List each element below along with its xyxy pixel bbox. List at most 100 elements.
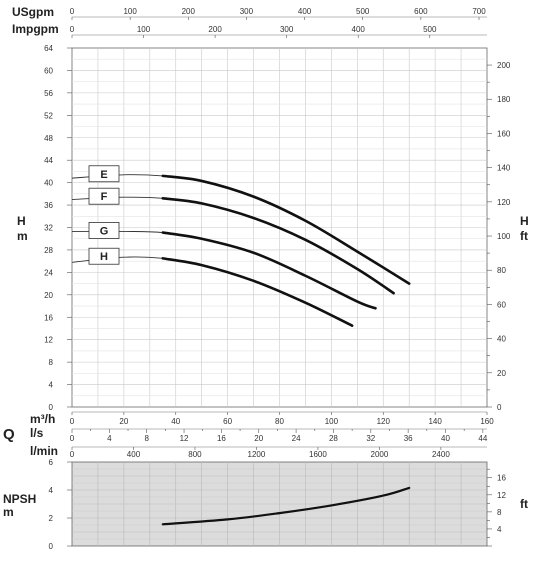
head-grid: [72, 48, 487, 407]
m3h-tick-label: 160: [480, 417, 494, 426]
lmin-tick-label: 0: [70, 450, 75, 459]
curve-e-label: E: [100, 169, 107, 181]
npsh-m-tick-label: 2: [49, 514, 54, 523]
ls-tick-label: 8: [144, 434, 149, 443]
npsh-curve: [161, 486, 411, 526]
impgpm-tick-label: 300: [280, 25, 294, 34]
head-m-tick-label: 28: [44, 246, 53, 255]
head-ft-tick-label: 180: [497, 95, 511, 104]
head-axis-label: H: [17, 214, 26, 228]
curve-f-label-box: [88, 187, 120, 205]
head-m-tick-label: 52: [44, 111, 53, 120]
npsh-ft-unit: ft: [520, 497, 528, 511]
impgpm-tick-label: 200: [208, 25, 222, 34]
lmin-axis-label: l/min: [30, 444, 59, 458]
head-m-tick-label: 60: [44, 66, 53, 75]
head-ft-tick-label: 60: [497, 300, 506, 309]
lmin-tick-label: 1600: [309, 450, 327, 459]
ls-axis-label: l/s: [30, 426, 44, 440]
lmin-tick-label: 1200: [248, 450, 266, 459]
m3h-axis-label: m³/h: [30, 412, 56, 426]
ls-tick-label: 20: [254, 434, 263, 443]
npsh-ft-tick-label: 4: [497, 525, 502, 534]
head-m-tick-label: 64: [44, 44, 53, 53]
ls-tick-label: 40: [441, 434, 450, 443]
ls-tick-label: 16: [217, 434, 226, 443]
npsh-ft-tick-label: 12: [497, 491, 506, 500]
head-ft-tick-label: 200: [497, 61, 511, 70]
ls-tick-label: 44: [478, 434, 487, 443]
curve-h-label: H: [100, 251, 108, 263]
head-ft-axis-label: H: [520, 214, 529, 228]
head-ft-tick-label: 140: [497, 164, 511, 173]
head-ft-tick-label: 20: [497, 369, 506, 378]
curve-h-operating-range: [161, 257, 354, 327]
ls-tick-label: 12: [180, 434, 189, 443]
lmin-tick-label: 400: [127, 450, 141, 459]
curve-g-label: G: [100, 225, 109, 237]
curve-f-operating-range: [161, 197, 395, 295]
usgpm-tick-label: 100: [123, 7, 137, 16]
head-m-tick-label: 8: [49, 358, 54, 367]
impgpm-axis-label: Impgpm: [12, 22, 59, 36]
m3h-tick-label: 20: [119, 417, 128, 426]
head-m-tick-label: 4: [49, 381, 54, 390]
impgpm-tick-label: 100: [137, 25, 151, 34]
head-m-tick-label: 40: [44, 179, 53, 188]
head-ft-tick-label: 0: [497, 403, 502, 412]
m3h-tick-label: 100: [325, 417, 339, 426]
head-ft-axis: 0 20 40 60 80 100 120 140 160 180 200: [487, 61, 511, 412]
head-ft-tick-label: 100: [497, 232, 511, 241]
usgpm-tick-label: 500: [356, 7, 370, 16]
m3h-tick-label: 80: [275, 417, 284, 426]
ls-tick-label: 24: [292, 434, 301, 443]
curve-f-label: F: [101, 191, 108, 203]
npsh-m-tick-label: 6: [49, 458, 54, 467]
m3h-tick-label: 40: [171, 417, 180, 426]
head-m-tick-label: 24: [44, 268, 53, 277]
m3h-tick-label: 60: [223, 417, 232, 426]
flow-scale-top: 0 100 200 300 400 500 600 700 0 100 200 300 400 500: [70, 7, 487, 38]
head-m-unit: m: [17, 229, 28, 243]
head-m-tick-label: 44: [44, 156, 53, 165]
head-m-tick-label: 36: [44, 201, 53, 210]
usgpm-tick-label: 400: [298, 7, 312, 16]
head-ft-tick-label: 160: [497, 129, 511, 138]
head-ft-tick-label: 80: [497, 266, 506, 275]
m3h-tick-label: 120: [377, 417, 391, 426]
ls-tick-label: 0: [70, 434, 75, 443]
impgpm-tick-label: 500: [423, 25, 437, 34]
usgpm-tick-label: 200: [182, 7, 196, 16]
ls-tick-label: 32: [366, 434, 375, 443]
curve-g-label-box: [88, 222, 120, 239]
head-ft-tick-label: 120: [497, 198, 511, 207]
ls-tick-label: 36: [404, 434, 413, 443]
head-m-tick-label: 16: [44, 313, 53, 322]
npsh-ft-tick-label: 16: [497, 474, 506, 483]
usgpm-tick-label: 300: [240, 7, 254, 16]
lmin-tick-label: 2000: [371, 450, 389, 459]
head-ft-tick-label: 40: [497, 335, 506, 344]
usgpm-tick-label: 700: [472, 7, 486, 16]
lmin-tick-label: 2400: [432, 450, 450, 459]
flow-scale-bottom: 0 20 40 60 80 100 120 140 1600 4 8 12 16 20 24 28 32 36 40…: [70, 411, 494, 459]
flow-q-label: Q: [3, 426, 15, 443]
curve-h-label-box: [88, 247, 120, 265]
head-ft-unit: ft: [520, 229, 528, 243]
npsh-plot: 0 2 4 6 4 8 12 16: [49, 458, 507, 551]
head-m-tick-label: 20: [44, 291, 53, 300]
npsh-ft-tick-label: 8: [497, 508, 502, 517]
curve-g-operating-range: [161, 231, 377, 310]
impgpm-tick-label: 0: [70, 25, 75, 34]
head-curves: EF G H: [71, 165, 411, 327]
usgpm-axis-label: USgpm: [12, 5, 54, 19]
ls-tick-label: 4: [107, 434, 112, 443]
lmin-tick-label: 800: [188, 450, 202, 459]
curve-e-label-box: [88, 165, 120, 183]
npsh-m-unit: m: [3, 505, 14, 519]
usgpm-tick-label: 0: [70, 7, 75, 16]
npsh-axis-label: NPSH: [3, 492, 37, 506]
curve-e-operating-range: [161, 174, 411, 285]
